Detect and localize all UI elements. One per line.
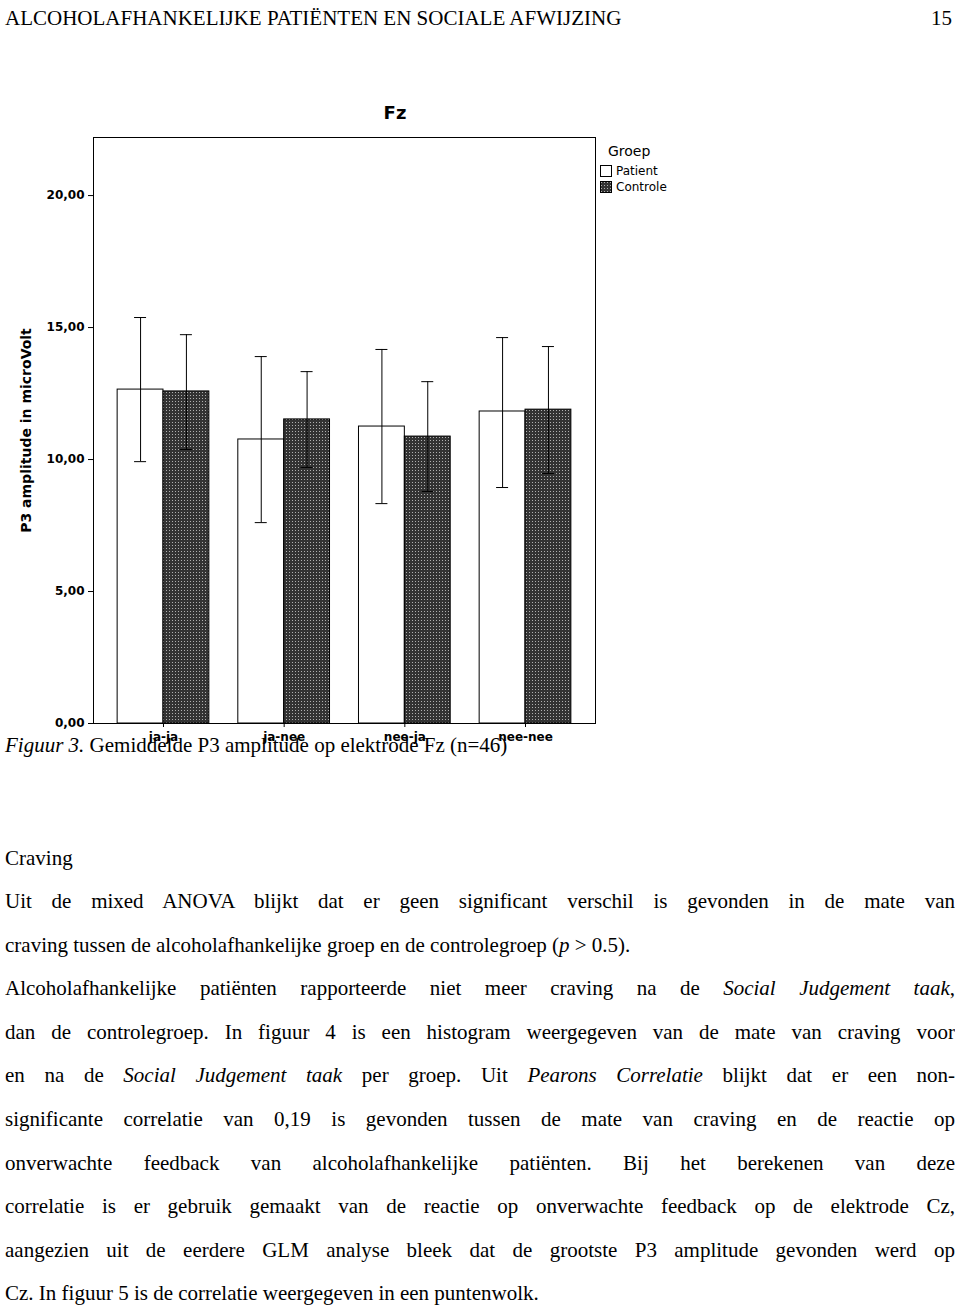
html-text:Fz: Fz: [383, 102, 407, 123]
html-text:significante correlatie van 0,: significante correlatie van 0,19 is gevo…: [5, 1107, 955, 1131]
html-text:correlatie is er gebruik gemaa: correlatie is er gebruik gemaakt van de …: [5, 1194, 955, 1219]
svg-text:5,00: 5,00: [55, 584, 85, 598]
html-text:Patient: Patient: [616, 164, 658, 178]
svg-text:20,00: 20,00: [47, 188, 85, 202]
html-text:Uit de mixed ANOVA blijkt dat: Uit de mixed ANOVA blijkt dat er geen si…: [5, 889, 955, 913]
html-text:Alcoholafhankelijke patiënten: Alcoholafhankelijke patiënten rapporteer…: [5, 976, 955, 1001]
svg-text:P3 amplitude in microVolt: P3 amplitude in microVolt: [18, 328, 34, 533]
html-text:onverwachte feedback van alcoh: onverwachte feedback van alcoholafhankel…: [5, 1150, 955, 1175]
html-text:Craving: Craving: [5, 846, 73, 870]
html-text:aangezien uit de eerdere GLM a: aangezien uit de eerdere GLM analyse ble…: [5, 1237, 955, 1262]
html-text:Groep: Groep: [608, 143, 651, 159]
svg-text:0,00: 0,00: [55, 716, 85, 730]
html-text:ALCOHOLAFHANKELIJKE PATIËNTEN: ALCOHOLAFHANKELIJKE PATIËNTEN EN SOCIALE…: [5, 6, 622, 30]
html-text:craving tussen de alcoholafhan: craving tussen de alcoholafhankelijke gr…: [5, 932, 631, 957]
svg-text:15,00: 15,00: [47, 320, 85, 334]
html-text:15: 15: [931, 6, 952, 30]
html-text:en na de Social Judgement taak: en na de Social Judgement taak per groep…: [5, 1063, 955, 1088]
html-text:Figuur 3. Gemiddelde P3 amplit: Figuur 3. Gemiddelde P3 amplitude op ele…: [5, 733, 508, 757]
html-text:dan de controlegroep. In figuu: dan de controlegroep. In figuur 4 is een…: [5, 1019, 955, 1044]
svg-text:nee-nee: nee-nee: [498, 730, 553, 744]
svg-text:10,00: 10,00: [47, 452, 85, 466]
html-text:Cz. In figuur 5 is de correlat: Cz. In figuur 5 is de correlatie weergeg…: [5, 1281, 539, 1306]
html-text:Controle: Controle: [616, 180, 667, 194]
